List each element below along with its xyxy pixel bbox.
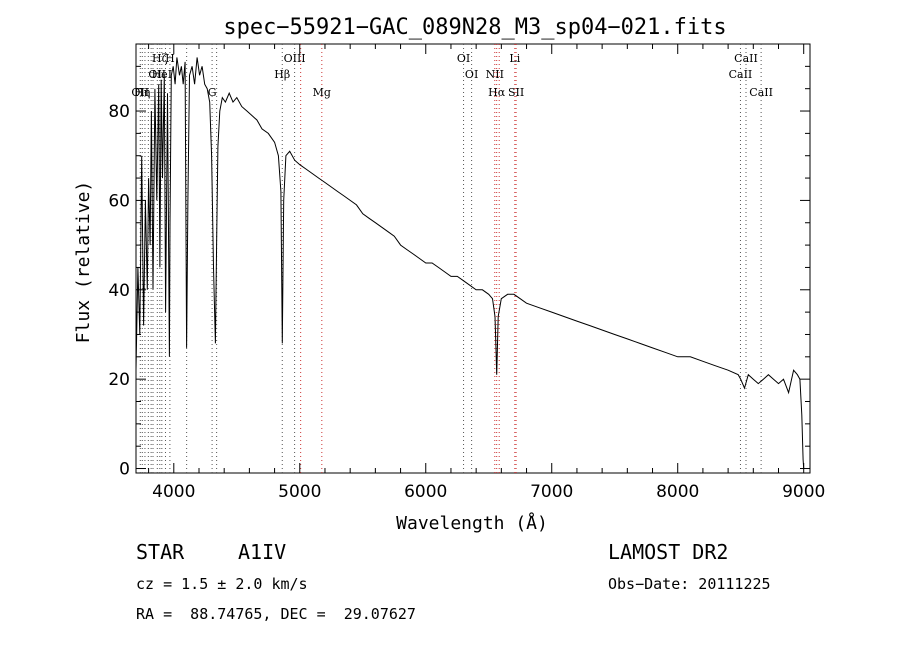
- y-tick-label: 20: [108, 370, 130, 390]
- line-label: Hβ: [274, 68, 290, 81]
- line-label: HeI: [152, 68, 172, 81]
- y-tick-label: 80: [108, 102, 130, 122]
- x-tick-label: 5000: [278, 482, 321, 502]
- line-label: CaII: [749, 86, 773, 99]
- line-label: OII: [148, 68, 166, 81]
- line-label: Hζ: [152, 52, 168, 65]
- line-label: NII: [486, 68, 504, 81]
- line-label: SII: [508, 86, 524, 99]
- y-tick-label: 0: [119, 460, 130, 480]
- line-label: Li: [509, 52, 520, 65]
- y-tick-label: 40: [108, 281, 130, 301]
- object-type: STAR: [136, 540, 185, 564]
- line-label: Mg: [313, 86, 331, 99]
- spectral-subclass: A1IV: [238, 540, 287, 564]
- line-label: OI: [465, 68, 478, 81]
- line-label: CaII: [734, 52, 758, 65]
- line-label: Hη: [134, 86, 150, 99]
- x-tick-label: 4000: [152, 482, 195, 502]
- plot-frame: [135, 43, 811, 474]
- y-tick-label: 60: [108, 191, 130, 211]
- obs-date: Obs−Date: 20111225: [608, 575, 771, 593]
- line-label: H: [165, 52, 175, 65]
- x-tick-label: 7000: [530, 482, 573, 502]
- redshift-cz: cz = 1.5 ± 2.0 km/s: [136, 575, 308, 593]
- x-tick-label: 9000: [782, 482, 825, 502]
- x-axis-label: Wavelength (Å): [396, 512, 548, 534]
- coordinates: RA = 88.74765, DEC = 29.07627: [136, 605, 416, 623]
- survey-name: LAMOST DR2: [608, 540, 729, 564]
- line-label: Hα: [488, 86, 506, 99]
- x-tick-label: 8000: [656, 482, 699, 502]
- x-tick-label: 6000: [404, 482, 447, 502]
- chart-title: spec−55921−GAC_089N28_M3_sp04−021.fits: [223, 15, 726, 40]
- line-label: OIII: [284, 52, 306, 65]
- line-label: OII: [131, 86, 149, 99]
- line-label: OI: [457, 52, 470, 65]
- line-label: G: [208, 86, 217, 99]
- line-label: CaII: [729, 68, 753, 81]
- axes: 4000 5000 6000 7000 8000 9000 0 20 40 60 80: [108, 44, 825, 502]
- spectral-line-markers: [139, 44, 762, 473]
- spectrum-line: [135, 57, 805, 469]
- y-axis-label: Flux (relative): [73, 181, 94, 344]
